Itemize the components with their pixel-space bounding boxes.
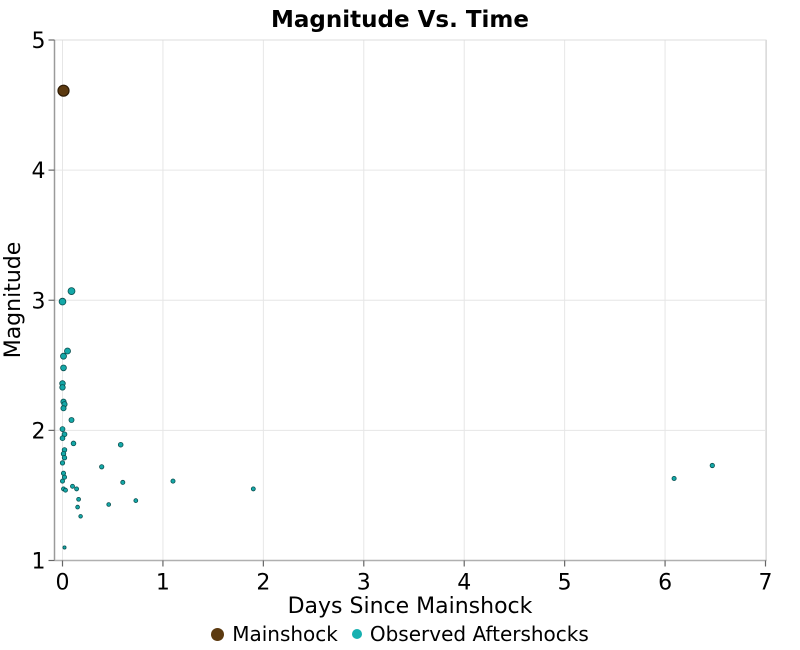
aftershock-point: [117, 441, 124, 448]
aftershock-point: [61, 455, 68, 461]
x-axis-label: Days Since Mainshock: [288, 594, 533, 619]
aftershock-point: [60, 405, 67, 412]
aftershock-point: [60, 364, 67, 372]
y-tick-label: 3: [32, 289, 46, 314]
aftershock-point: [78, 514, 83, 519]
aftershock-point: [75, 504, 80, 510]
aftershock-point: [63, 487, 68, 493]
x-tick-label: 5: [558, 571, 572, 596]
y-tick-label: 5: [32, 29, 46, 54]
axis-ticks: [48, 39, 767, 567]
aftershock-point: [74, 486, 80, 492]
y-axis-label: Magnitude: [1, 242, 26, 359]
aftershock-point: [250, 486, 256, 492]
aftershock-point: [120, 479, 126, 485]
aftershock-point: [133, 498, 139, 503]
aftershock-point: [62, 545, 67, 550]
y-tick-label: 4: [32, 159, 46, 184]
aftershock-point: [59, 435, 66, 441]
aftershock-point: [59, 460, 66, 466]
aftershock-swatch-icon: [351, 629, 362, 639]
aftershock-point: [58, 297, 67, 306]
mainshock-point: [57, 84, 70, 97]
aftershock-point: [170, 478, 176, 484]
y-tick-label: 2: [32, 419, 46, 444]
legend-item-mainshock: Mainshock: [211, 622, 338, 646]
mainshock-swatch-icon: [211, 627, 225, 641]
y-tick-label: 1: [32, 550, 46, 575]
aftershock-point: [60, 478, 65, 484]
legend-item-aftershocks: Observed Aftershocks: [351, 622, 589, 646]
aftershock-point: [671, 475, 677, 481]
legend-label-mainshock: Mainshock: [232, 622, 338, 646]
aftershock-point: [70, 440, 77, 447]
x-tick-label: 3: [357, 571, 371, 596]
aftershock-point: [709, 462, 715, 469]
legend-label-aftershocks: Observed Aftershocks: [369, 622, 589, 646]
chart-legend: Mainshock Observed Aftershocks: [0, 622, 800, 646]
x-tick-label: 1: [156, 571, 170, 596]
x-tick-label: 2: [256, 571, 270, 596]
aftershock-point: [59, 426, 66, 432]
x-tick-label: 4: [457, 571, 471, 596]
aftershock-point: [68, 417, 75, 423]
aftershock-point: [59, 384, 66, 391]
aftershock-point: [61, 474, 68, 480]
aftershock-point: [70, 483, 75, 489]
data-points: [57, 84, 715, 550]
aftershock-point: [64, 347, 71, 355]
aftershock-point: [60, 352, 67, 360]
chart-title: Magnitude Vs. Time: [271, 7, 529, 33]
gridlines: [54, 39, 767, 561]
aftershock-point: [76, 496, 81, 502]
x-tick-label: 7: [759, 571, 773, 596]
aftershock-point: [106, 502, 112, 507]
x-tick-label: 6: [658, 571, 672, 596]
aftershock-point: [99, 464, 105, 470]
x-tick-label: 0: [56, 571, 70, 596]
aftershock-point: [67, 287, 76, 295]
